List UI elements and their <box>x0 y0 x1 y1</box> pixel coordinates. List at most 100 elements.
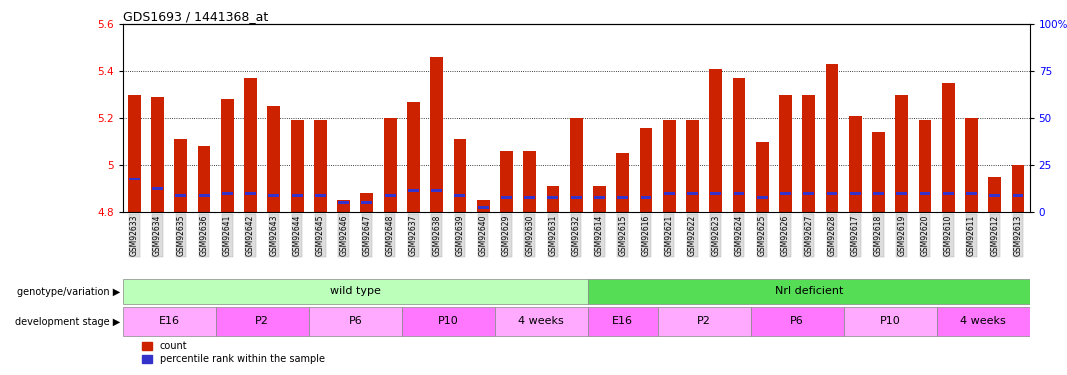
Bar <box>430 57 443 212</box>
Bar <box>750 307 844 336</box>
Bar <box>687 192 698 195</box>
Bar <box>919 120 931 212</box>
Text: P10: P10 <box>437 316 459 326</box>
Bar <box>268 106 281 212</box>
Bar <box>988 177 1001 212</box>
Bar <box>593 186 606 212</box>
Text: development stage ▶: development stage ▶ <box>15 316 121 327</box>
Legend: count, percentile rank within the sample: count, percentile rank within the sample <box>139 338 329 368</box>
Bar <box>826 64 839 212</box>
Bar <box>407 102 419 212</box>
Bar <box>128 95 141 212</box>
Bar <box>966 118 978 212</box>
Bar <box>197 146 210 212</box>
Bar <box>827 192 838 195</box>
Text: P2: P2 <box>255 316 269 326</box>
Bar <box>453 139 466 212</box>
Bar <box>639 128 652 212</box>
Bar <box>966 192 977 195</box>
Bar <box>361 193 373 212</box>
Bar <box>663 120 675 212</box>
Text: E16: E16 <box>159 316 179 326</box>
Bar <box>315 194 325 197</box>
Bar <box>175 194 187 197</box>
Bar <box>402 307 495 336</box>
Bar <box>546 186 559 212</box>
Bar <box>291 194 303 197</box>
Bar <box>216 307 308 336</box>
Bar <box>733 192 745 195</box>
Bar <box>245 192 256 195</box>
Bar <box>588 307 657 336</box>
Text: P6: P6 <box>349 316 362 326</box>
Bar <box>849 116 862 212</box>
Bar <box>478 206 489 209</box>
Bar <box>152 97 164 212</box>
Bar <box>500 151 513 212</box>
Text: E16: E16 <box>612 316 633 326</box>
Bar <box>290 120 303 212</box>
Bar <box>337 200 350 212</box>
Bar <box>617 196 628 199</box>
Bar <box>222 192 233 195</box>
Bar <box>757 196 767 199</box>
Bar <box>1013 194 1023 197</box>
Bar <box>802 95 815 212</box>
Bar <box>686 120 699 212</box>
Bar <box>501 196 512 199</box>
Bar <box>588 279 1030 304</box>
Bar <box>780 192 791 195</box>
Bar <box>942 83 955 212</box>
Bar <box>221 99 234 212</box>
Bar <box>849 192 861 195</box>
Bar <box>408 189 419 192</box>
Bar <box>123 307 216 336</box>
Bar <box>385 194 396 197</box>
Bar <box>617 153 630 212</box>
Bar <box>733 78 746 212</box>
Bar <box>1012 165 1024 212</box>
Bar <box>896 192 907 195</box>
Bar <box>269 194 280 197</box>
Bar <box>455 194 465 197</box>
Text: 4 weeks: 4 weeks <box>519 316 564 326</box>
Bar <box>174 139 187 212</box>
Bar <box>523 151 536 212</box>
Bar <box>547 196 558 199</box>
Text: P10: P10 <box>880 316 901 326</box>
Bar <box>571 196 582 199</box>
Bar <box>844 307 937 336</box>
Bar <box>872 132 885 212</box>
Bar <box>477 200 490 212</box>
Bar <box>989 194 1000 197</box>
Bar <box>198 194 209 197</box>
Bar <box>338 201 349 204</box>
Bar <box>362 201 372 204</box>
Bar <box>244 78 257 212</box>
Bar <box>384 118 397 212</box>
Bar <box>657 307 750 336</box>
Bar <box>920 192 930 195</box>
Bar <box>123 279 588 304</box>
Text: 4 weeks: 4 weeks <box>960 316 1006 326</box>
Bar <box>937 307 1030 336</box>
Bar <box>711 192 721 195</box>
Bar <box>314 120 327 212</box>
Bar <box>664 192 674 195</box>
Bar <box>755 142 768 212</box>
Bar <box>895 95 908 212</box>
Text: genotype/variation ▶: genotype/variation ▶ <box>17 286 121 297</box>
Bar <box>873 192 883 195</box>
Bar <box>524 196 536 199</box>
Bar <box>803 192 814 195</box>
Bar <box>710 69 722 212</box>
Bar <box>129 178 140 180</box>
Text: P2: P2 <box>697 316 711 326</box>
Bar <box>153 187 163 190</box>
Text: wild type: wild type <box>330 286 381 296</box>
Bar <box>943 192 954 195</box>
Bar <box>594 196 605 199</box>
Bar <box>308 307 402 336</box>
Text: GDS1693 / 1441368_at: GDS1693 / 1441368_at <box>123 10 268 23</box>
Text: P6: P6 <box>791 316 803 326</box>
